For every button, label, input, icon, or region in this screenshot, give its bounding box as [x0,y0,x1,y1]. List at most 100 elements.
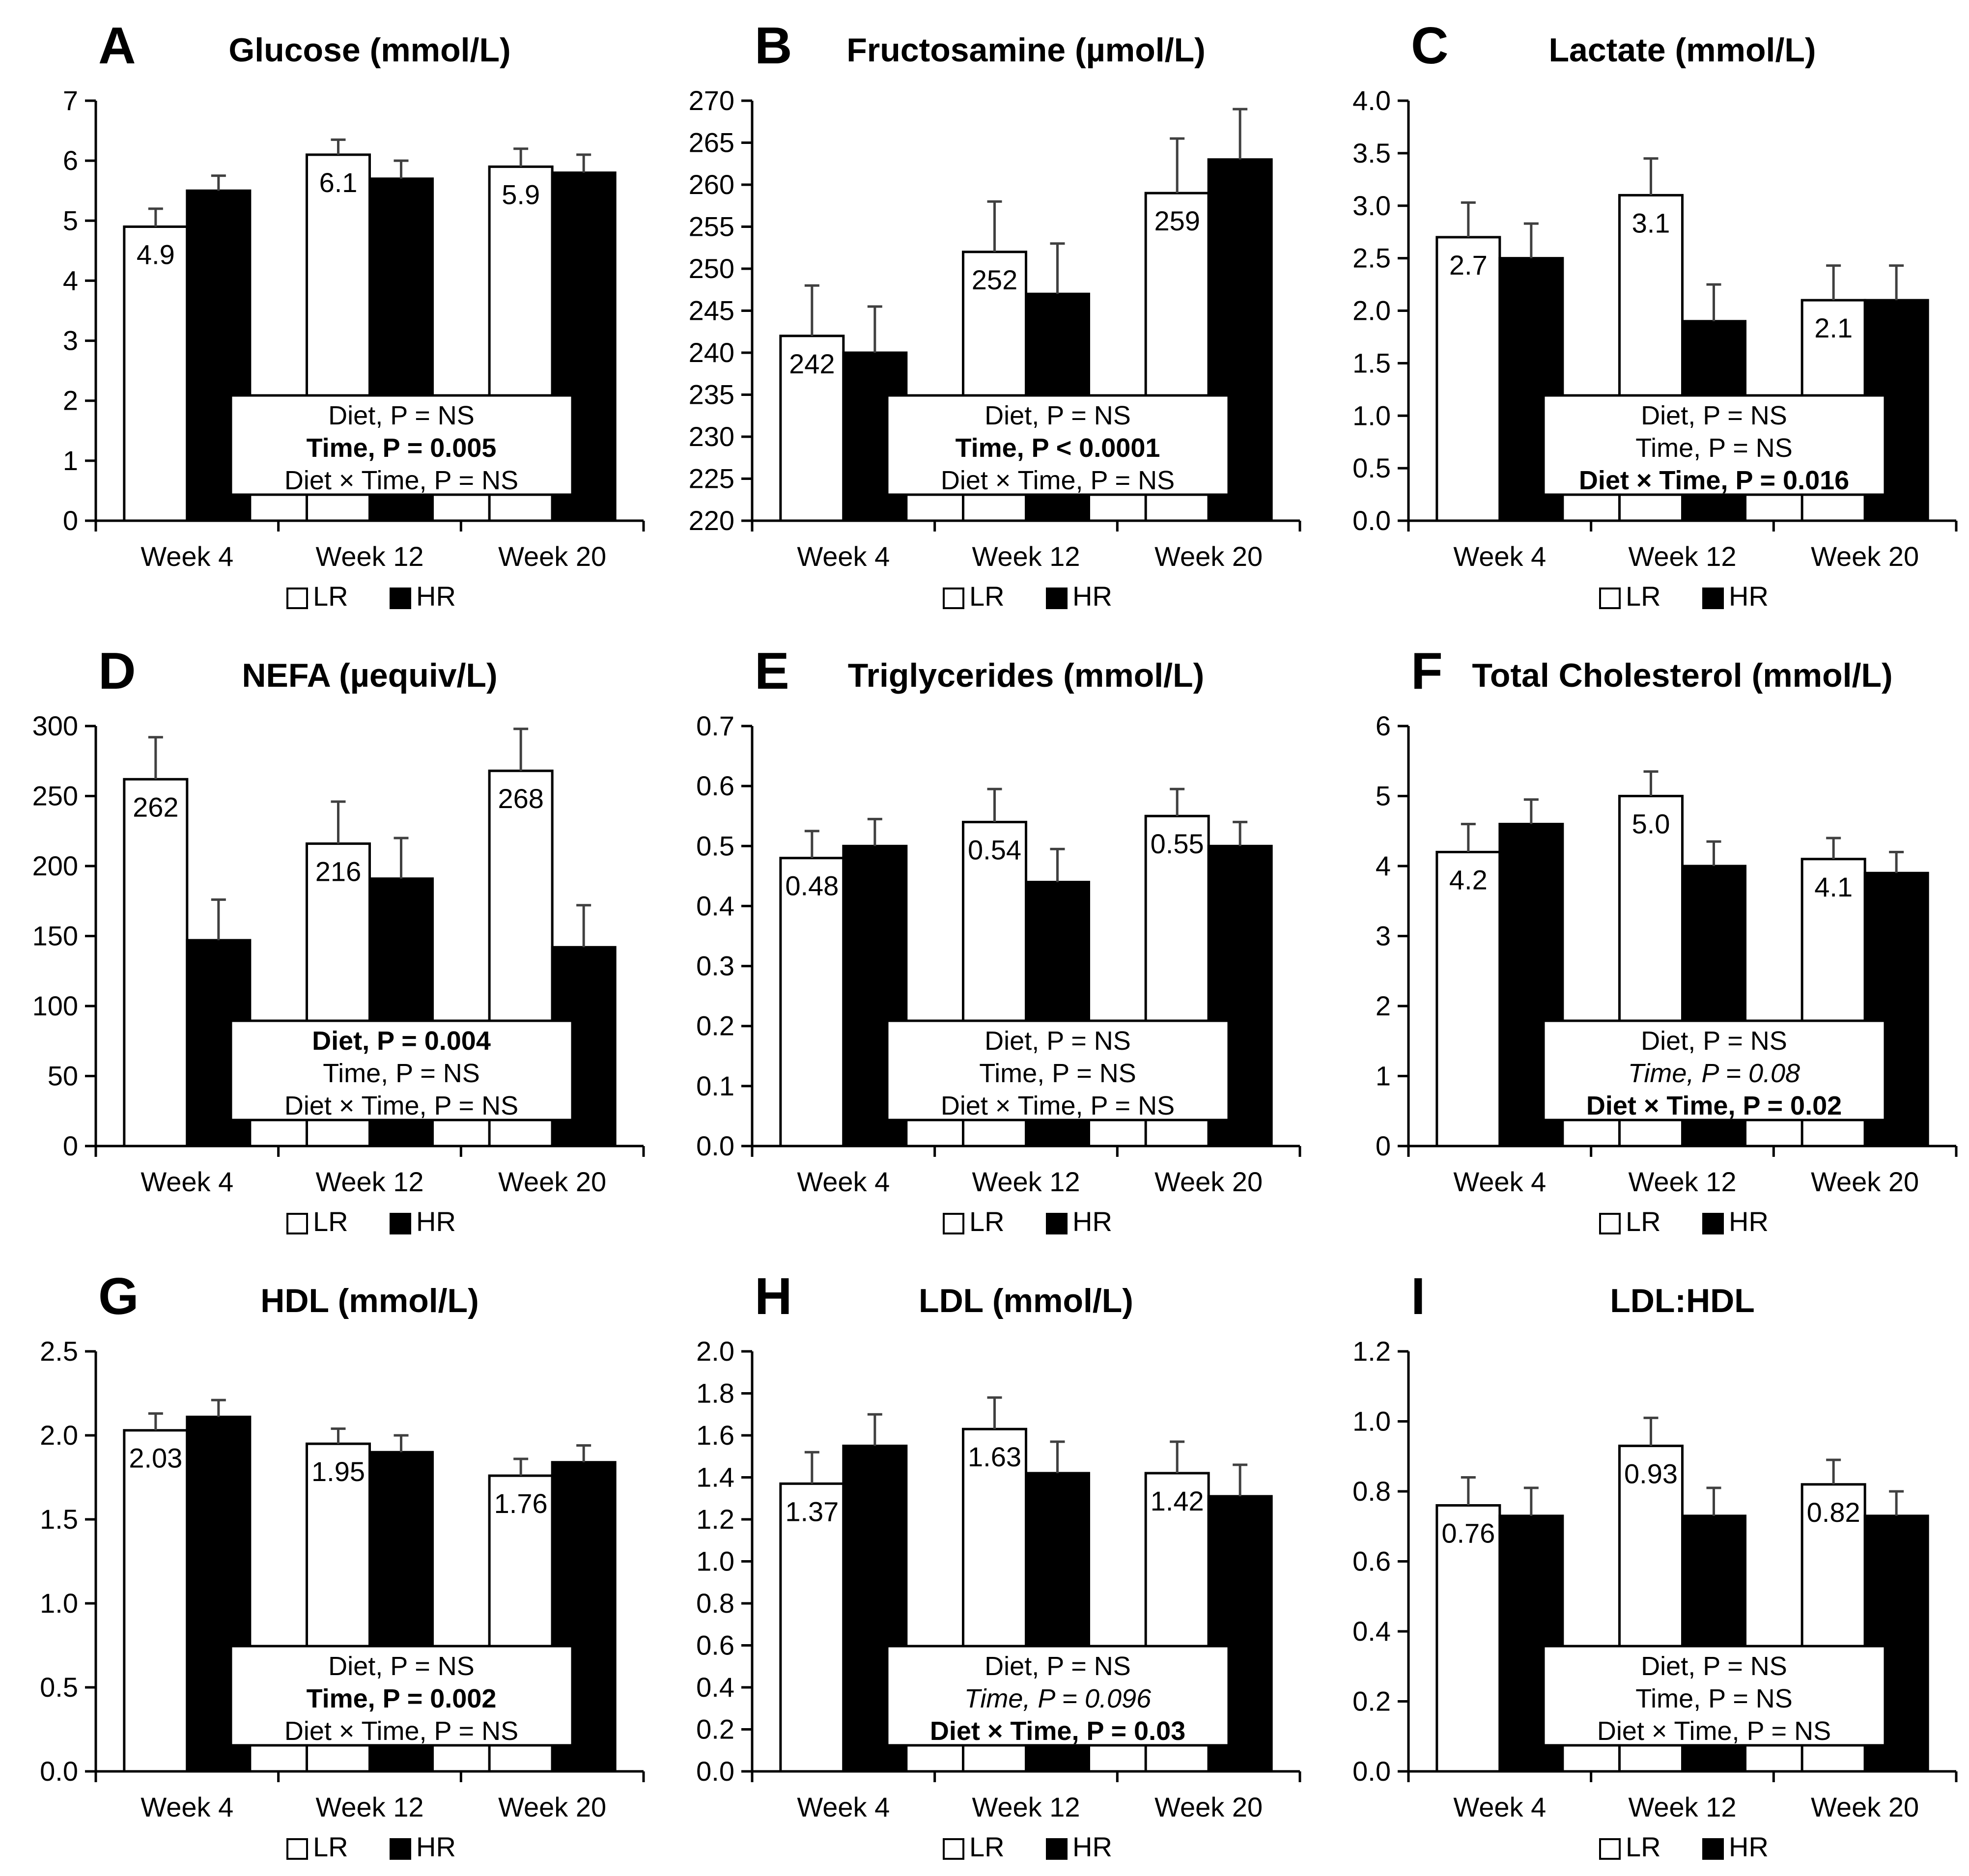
y-tick-label: 200 [32,850,78,881]
bar-value-label: 5.8 [564,185,603,216]
y-tick-label: 250 [689,253,734,284]
stats-box [886,1019,1230,1121]
stats-line: Diet, P = NS [1641,1652,1787,1681]
y-tick-label: 4 [1376,850,1391,881]
panel-letter: B [755,17,792,75]
y-tick-label: 1 [1376,1061,1391,1092]
y-tick-label: 100 [32,990,78,1021]
bar-lr-week-4 [123,1429,189,1773]
bar-value-label: 3.1 [1632,207,1670,238]
legend-label-hr: HR [416,1831,456,1862]
bar-value-label: 1.90 [374,1464,428,1495]
legend-swatch-lr [286,588,308,609]
bar-value-label: 5.7 [382,191,421,222]
bar-value-label: 0.50 [1213,858,1267,889]
bar-value-label: 1.55 [848,1458,901,1489]
y-tick-label: 0.6 [1352,1546,1391,1577]
panel-letter: G [98,1267,139,1325]
legend-swatch-lr [286,1838,308,1860]
bar-lr-week-4 [779,1482,845,1773]
bar-value-label: 0.82 [1807,1497,1860,1528]
stats-line: Diet, P = NS [984,401,1131,430]
y-tick-label: 6 [63,145,78,176]
stats-line: Time, P = NS [1635,1684,1793,1713]
legend-label-lr: LR [1626,581,1661,612]
x-category-label: Week 20 [1154,1792,1263,1822]
legend-label-hr: HR [1729,581,1769,612]
legend-swatch-lr [943,588,964,609]
bar-value-label: 2.1 [1814,312,1853,343]
legend-swatch-hr [1046,1838,1068,1860]
bar-value-label: 0.50 [848,858,901,889]
y-tick-label: 3 [1376,921,1391,952]
panel-letter: D [98,642,136,700]
y-tick-label: 0.5 [40,1672,78,1703]
bar-value-label: 0.44 [1031,895,1084,925]
x-category-label: Week 4 [797,541,890,572]
panel-g: G HDL (mmol/L) 0.0 0.5 1.0 1.5 2.0 2.5 Week 4 W… [0,1251,656,1876]
bar-value-label: 6.1 [319,167,358,198]
bar-value-label: 1.31 [1213,1509,1267,1540]
panel-letter: H [755,1267,792,1325]
legend-label-lr: LR [1626,1206,1661,1237]
bar-value-label: 5.0 [1632,809,1670,840]
y-tick-label: 1.0 [1352,1406,1391,1437]
stats-line: Diet, P = 0.004 [312,1026,491,1056]
y-tick-label: 0.0 [40,1756,78,1787]
x-category-label: Week 20 [1154,1166,1263,1197]
stats-line: Diet, P = NS [1641,1026,1787,1056]
stats-line: Time, P = 0.005 [307,433,497,463]
x-category-label: Week 12 [316,541,424,572]
chart-canvas: 0.0 0.1 0.2 0.3 0.4 0.5 0.6 0.7 Week 4 Week 12 Wee… [696,710,1301,1237]
bar-value-label: 0.73 [1687,1528,1741,1559]
bar-value-label: 1.37 [785,1496,839,1527]
bar-value-label: 1.42 [1151,1485,1204,1516]
y-tick-label: 4.0 [1352,85,1391,116]
stats-box [229,1645,574,1747]
y-tick-label: 1.5 [1352,347,1391,378]
legend-label-hr: HR [1072,1831,1112,1862]
y-tick-label: 2.5 [1352,243,1391,274]
panel-e: E Triglycerides (mmol/L) 0.0 0.1 0.2 0.3 0.4… [656,625,1313,1251]
y-tick-label: 225 [689,463,734,494]
y-tick-label: 0 [1376,1130,1391,1161]
stats-box [1542,394,1886,496]
bar-value-label: 0.73 [1504,1528,1558,1559]
y-tick-label: 0.6 [696,770,734,801]
y-tick-label: 0.0 [696,1130,734,1161]
x-category-label: Week 12 [316,1792,424,1822]
y-tick-label: 0.2 [696,1010,734,1041]
legend-swatch-lr [1599,588,1621,609]
bar-value-label: 4.1 [1814,871,1853,902]
bar-value-label: 2.11 [193,1429,244,1460]
y-tick-label: 245 [689,295,734,326]
x-category-label: Week 20 [498,541,606,572]
panel-letter: C [1411,17,1449,75]
legend-swatch-hr [390,1838,411,1860]
bar-value-label: 216 [315,856,361,887]
y-tick-label: 2 [1376,990,1391,1021]
x-category-label: Week 12 [316,1166,424,1197]
bar-value-label: 2.03 [129,1443,182,1474]
y-tick-label: 1 [63,445,78,476]
chart-canvas: 0.0 0.2 0.4 0.6 0.8 1.0 1.2 Week 4 Week 12 Week 2… [1352,1336,1958,1862]
bar-value-label: 1.9 [1695,334,1733,364]
bar-value-label: 147 [196,952,241,983]
chart-canvas: 0 1 2 3 4 5 6 Week 4 Week 12 Week 20 4.2 5.0 4.1 4.6 4… [1376,710,1958,1237]
chart-title: Lactate (mmol/L) [1548,31,1816,69]
y-tick-label: 0.3 [696,951,734,981]
legend-label-lr: LR [313,581,348,612]
chart-canvas: 0.0 0.2 0.4 0.6 0.8 1.0 1.2 1.4 1.6 1.8 2.0 Week 4 W… [696,1336,1301,1862]
y-tick-label: 1.2 [1352,1336,1391,1367]
stats-line: Time, P = NS [323,1059,480,1088]
bar-value-label: 0.54 [968,834,1021,865]
y-tick-label: 1.0 [40,1588,78,1619]
y-tick-label: 0.0 [1352,505,1391,536]
bar-value-label: 4.2 [1449,865,1488,896]
panel-h: H LDL (mmol/L) 0.0 0.2 0.4 0.6 0.8 1.0 1.2 1.4 1… [656,1251,1313,1876]
bar-value-label: 3.9 [1877,885,1915,916]
y-tick-label: 0.4 [696,1672,734,1703]
chart-title: Triglycerides (mmol/L) [847,657,1205,694]
x-category-label: Week 12 [1629,1792,1737,1822]
y-tick-label: 1.6 [696,1420,734,1451]
